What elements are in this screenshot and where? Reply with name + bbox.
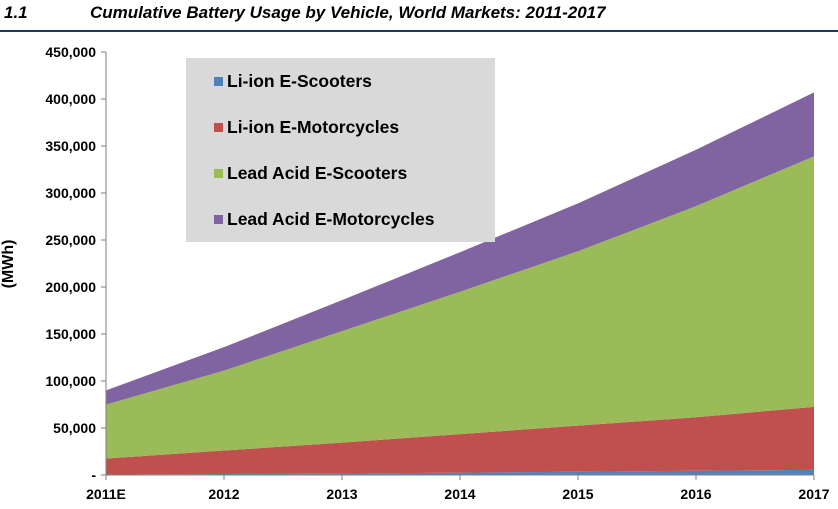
x-tick-label: 2016	[680, 486, 711, 502]
x-tick-label: 2011E	[86, 486, 126, 502]
legend-item-lead-acid-e-motorcycles: Lead Acid E-Motorcycles	[214, 208, 434, 230]
legend-swatch	[214, 168, 223, 178]
y-tick-label: 250,000	[45, 232, 96, 248]
x-tick-label: 2013	[326, 486, 357, 502]
y-tick-label: 400,000	[45, 91, 96, 107]
y-tick-label: 100,000	[45, 373, 96, 389]
legend-swatch	[214, 214, 223, 224]
legend-swatch	[214, 122, 223, 132]
y-axis-title: (MWh)	[0, 240, 17, 289]
y-tick-label: 150,000	[45, 326, 96, 342]
legend-label: Li-ion E-Motorcycles	[227, 116, 400, 137]
legend-swatch	[214, 76, 223, 86]
chart-title: Cumulative Battery Usage by Vehicle, Wor…	[90, 3, 606, 22]
y-tick-label: 50,000	[53, 420, 96, 436]
legend-label: Lead Acid E-Scooters	[227, 162, 408, 183]
legend-item-li-ion-e-motorcycles: Li-ion E-Motorcycles	[214, 116, 399, 138]
legend-label: Li-ion E-Scooters	[227, 70, 372, 91]
figure-number: 1.1	[4, 3, 28, 22]
area-series-lead-acid-e-motorcycles	[106, 92, 814, 405]
x-tick-label: 2012	[208, 486, 239, 502]
chart-legend: Li-ion E-Scooters Li-ion E-Motorcycles L…	[186, 58, 495, 242]
y-tick-label: 200,000	[45, 279, 96, 295]
area-series-li-ion-e-motorcycles	[106, 406, 814, 475]
y-tick-label: 300,000	[45, 185, 96, 201]
y-tick-label: 450,000	[45, 44, 96, 60]
legend-item-lead-acid-e-scooters: Lead Acid E-Scooters	[214, 162, 407, 184]
x-tick-label: 2014	[444, 486, 475, 502]
area-series-lead-acid-e-scooters	[106, 156, 814, 459]
legend-label: Lead Acid E-Motorcycles	[227, 208, 435, 229]
x-tick-label: 2015	[562, 486, 593, 502]
y-tick-label: 350,000	[45, 138, 96, 154]
area-series-li-ion-e-scooters	[106, 469, 814, 475]
legend-item-li-ion-e-scooters: Li-ion E-Scooters	[214, 70, 372, 92]
figure-header: 1.1 Cumulative Battery Usage by Vehicle,…	[0, 0, 838, 32]
y-tick-label: -	[91, 467, 96, 483]
x-tick-label: 2017	[798, 486, 829, 502]
